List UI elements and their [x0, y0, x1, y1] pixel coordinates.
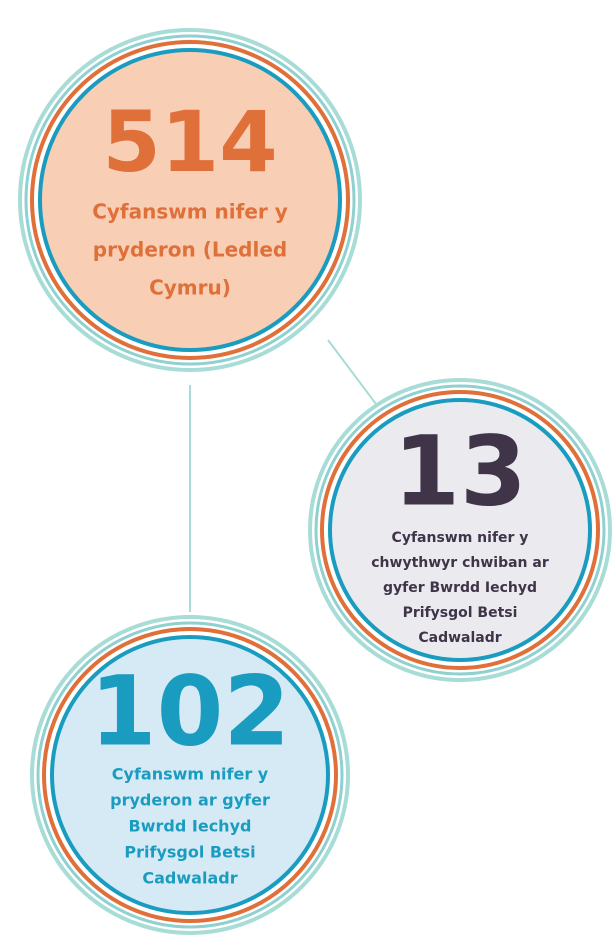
node-label: Cymru) — [149, 276, 231, 300]
ring-orange — [320, 390, 600, 670]
node-label: Bwrdd Iechyd — [129, 817, 252, 836]
ring — [314, 384, 606, 676]
node-label: Prifysgol Betsi — [403, 605, 518, 621]
node-label: Cyfanswm nifer y — [92, 200, 288, 224]
ring-blue — [50, 635, 330, 915]
node-label: Cyfanswm nifer y — [112, 765, 269, 784]
ring — [36, 621, 344, 929]
node-label: pryderon ar gyfer — [110, 791, 270, 810]
node-label: Prifysgol Betsi — [124, 843, 255, 862]
ring-blue — [38, 48, 342, 352]
node-label: Cyfanswm nifer y — [392, 530, 529, 546]
node-label: gyfer Bwrdd Iechyd — [383, 580, 537, 596]
node-value: 102 — [90, 655, 290, 767]
ring — [24, 34, 356, 366]
node-label: chwythwyr chwiban ar — [371, 555, 549, 571]
ring-orange — [42, 627, 338, 923]
node-label: Cadwaladr — [418, 630, 501, 646]
node-label: pryderon (Ledled — [93, 238, 287, 262]
node-value: 514 — [102, 93, 277, 191]
ring-blue — [328, 398, 592, 662]
node-value: 13 — [393, 415, 527, 527]
ring-orange — [30, 40, 350, 360]
connector — [327, 339, 383, 413]
node-label: Cadwaladr — [142, 869, 237, 888]
